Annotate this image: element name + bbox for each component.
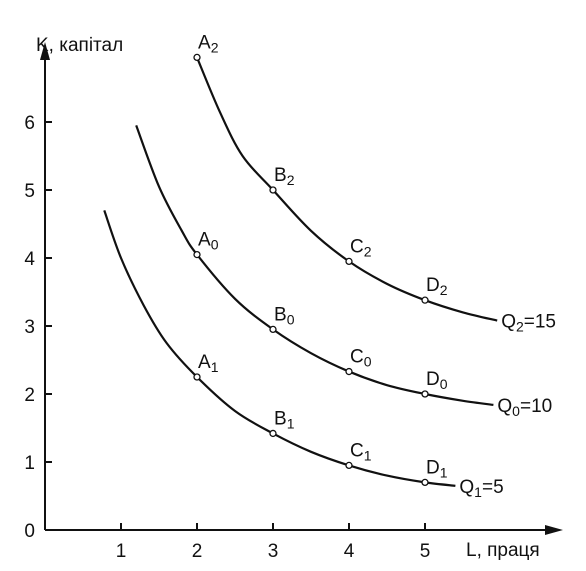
isoquant-label-2: Q2=15 xyxy=(501,312,556,335)
y-tick-label: 0 xyxy=(24,521,35,542)
point-A2 xyxy=(193,53,201,62)
point-label-D2: D2 xyxy=(426,275,448,298)
isoquant-curve-1 xyxy=(103,210,456,487)
isoquant-label-1: Q1=5 xyxy=(459,477,503,500)
isoquant-labels: Q2=15 Q0=10 Q1=5 xyxy=(459,312,556,500)
axes: K, капітал L, праця xyxy=(36,35,563,561)
x-axis-arrow xyxy=(545,525,563,535)
point-D2 xyxy=(421,296,429,304)
y-tick-label: 1 xyxy=(24,453,35,474)
point-label-D1: D1 xyxy=(426,457,448,480)
point-label-D0: D0 xyxy=(426,369,448,392)
y-tick-label: 2 xyxy=(24,385,35,406)
point-label-B0: B0 xyxy=(274,304,295,327)
point-label-C1: C1 xyxy=(350,440,372,463)
point-label-A0: A0 xyxy=(198,230,219,253)
point-label-B1: B1 xyxy=(274,408,295,431)
isoquant-points: A2 B2 C2 D2 A0 B0 C0 D0 A1 B1 C1 D1 xyxy=(193,32,448,487)
point-A1 xyxy=(193,373,201,381)
y-tick-label: 5 xyxy=(24,181,35,202)
isoquant-label-0: Q0=10 xyxy=(497,396,552,419)
point-B1 xyxy=(269,429,277,438)
point-B0 xyxy=(269,325,277,334)
x-tick-label: 2 xyxy=(192,541,203,562)
point-D0 xyxy=(421,390,429,398)
point-label-A2: A2 xyxy=(198,32,219,55)
point-C2 xyxy=(345,257,353,266)
y-tick-label: 3 xyxy=(24,317,35,338)
point-A0 xyxy=(193,250,201,259)
point-label-C2: C2 xyxy=(350,236,372,259)
point-label-A1: A1 xyxy=(198,352,219,375)
x-tick-label: 5 xyxy=(420,541,431,562)
y-tick-label: 6 xyxy=(24,113,35,134)
isoquant-curve-2 xyxy=(195,56,498,322)
ticks: 1 2 3 4 5 0 1 2 3 4 5 6 xyxy=(24,113,430,562)
x-tick-label: 3 xyxy=(268,541,279,562)
y-tick-label: 4 xyxy=(24,249,35,270)
point-C1 xyxy=(345,461,353,470)
point-label-B2: B2 xyxy=(274,165,295,188)
isoquant-curves xyxy=(103,56,498,487)
point-label-C0: C0 xyxy=(350,347,372,370)
point-C0 xyxy=(345,367,353,376)
x-tick-label: 1 xyxy=(116,541,127,562)
point-D1 xyxy=(421,478,429,487)
y-axis-arrow xyxy=(40,42,50,60)
x-tick-label: 4 xyxy=(344,541,355,562)
point-B2 xyxy=(269,186,277,194)
x-axis-title: L, праця xyxy=(466,540,540,561)
y-axis-title: K, капітал xyxy=(36,35,123,56)
isoquant-curve-0 xyxy=(135,125,494,406)
